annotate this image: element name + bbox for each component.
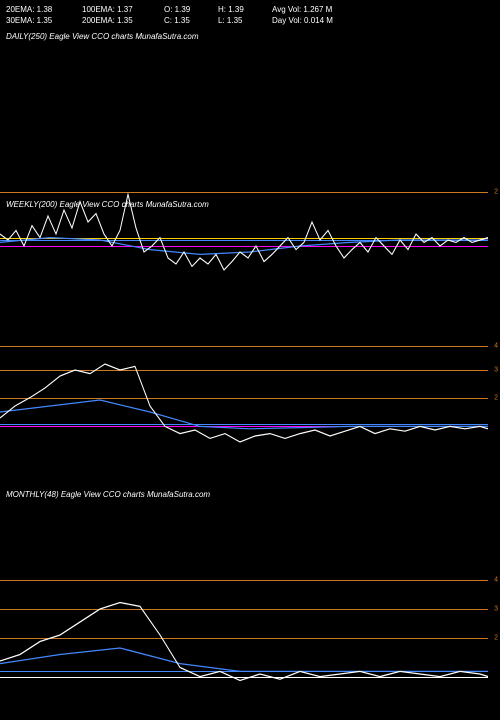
ema200-label: 200EMA: 1.35 xyxy=(82,15,160,26)
weekly-title: WEEKLY(200) Eagle View CCO charts Munafa… xyxy=(6,200,209,209)
chart-header: 20EMA: 1.38 100EMA: 1.37 O: 1.39 H: 1.39… xyxy=(0,0,500,30)
close-label: C: 1.35 xyxy=(164,15,214,26)
ema-path xyxy=(0,238,488,255)
y-axis-label: 2 xyxy=(494,189,498,196)
price-svg xyxy=(0,340,488,460)
y-axis-label: 3 xyxy=(494,606,498,613)
high-label: H: 1.39 xyxy=(218,4,268,15)
daily-title: DAILY(250) Eagle View CCO charts MunafaS… xyxy=(6,32,199,41)
ema30-label: 30EMA: 1.35 xyxy=(6,15,78,26)
ema-path xyxy=(0,648,488,671)
y-axis-label: 3 xyxy=(494,367,498,374)
header-row-2: 30EMA: 1.35 200EMA: 1.35 C: 1.35 L: 1.35… xyxy=(6,15,494,26)
low-label: L: 1.35 xyxy=(218,15,268,26)
monthly-chart-panel: 4 3 2 xyxy=(0,570,500,700)
ema100-label: 100EMA: 1.37 xyxy=(82,4,160,15)
y-axis-label: 2 xyxy=(494,394,498,401)
weekly-chart-panel: 4 3 2 xyxy=(0,340,500,460)
y-axis-label: 4 xyxy=(494,577,498,584)
price-svg xyxy=(0,570,488,700)
price-path xyxy=(0,603,488,681)
y-axis-label: 4 xyxy=(494,343,498,350)
avgvol-label: Avg Vol: 1.267 M xyxy=(272,4,332,15)
y-axis-label: 2 xyxy=(494,634,498,641)
ema-path xyxy=(0,400,488,429)
open-label: O: 1.39 xyxy=(164,4,214,15)
ema20-label: 20EMA: 1.38 xyxy=(6,4,78,15)
daily-chart-panel: 2 xyxy=(0,180,500,300)
dayvol-label: Day Vol: 0.014 M xyxy=(272,15,333,26)
header-row-1: 20EMA: 1.38 100EMA: 1.37 O: 1.39 H: 1.39… xyxy=(6,4,494,15)
monthly-title: MONTHLY(48) Eagle View CCO charts Munafa… xyxy=(6,490,210,499)
price-svg xyxy=(0,180,488,300)
